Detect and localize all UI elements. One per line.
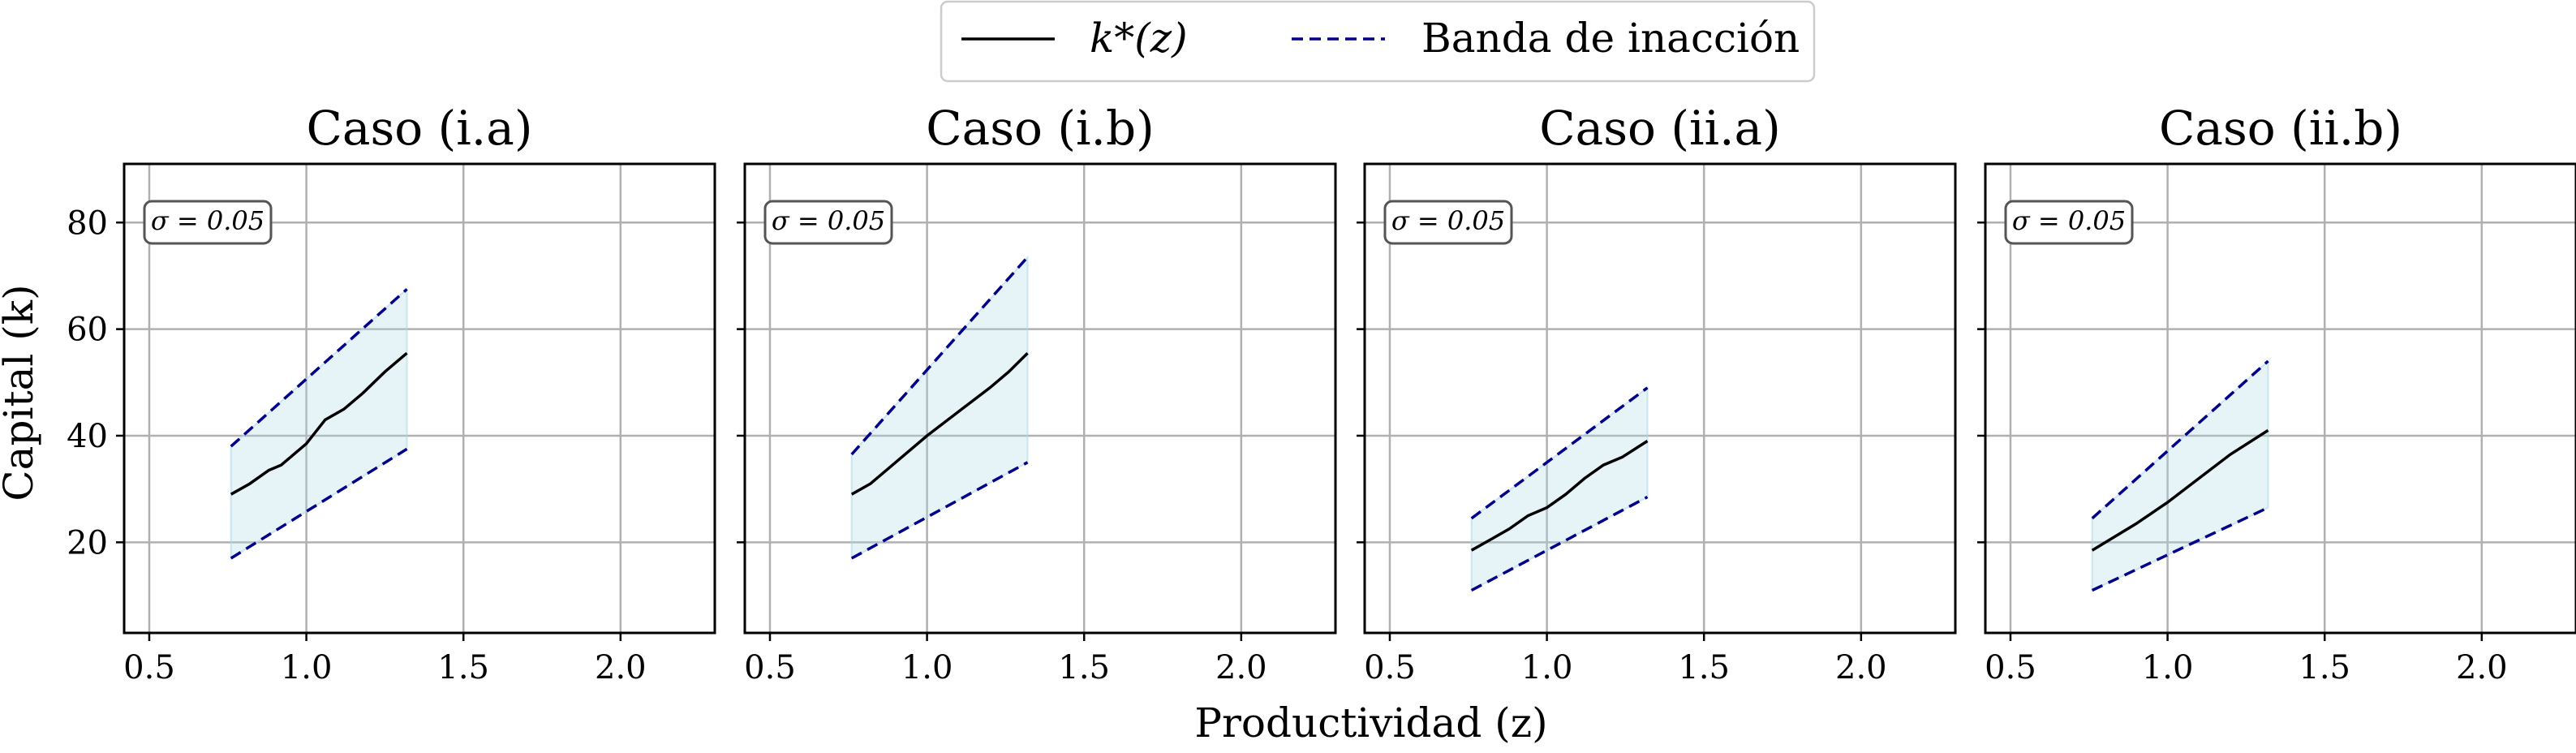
- panel-1: Caso (i.a) 0.5 1.0 1.5 2.0 20 40 60 80 σ = 0.05: [67, 101, 715, 686]
- panel-title: Caso (ii.a): [1539, 101, 1780, 156]
- x-tick-label: 0.5: [1364, 649, 1416, 686]
- x-tick-label: 1.5: [2299, 649, 2350, 686]
- sigma-annotation: σ = 0.05: [1391, 205, 1505, 236]
- inaction-band-fill: [1472, 388, 1648, 591]
- y-tick-label: 20: [67, 524, 108, 562]
- x-tick-label: 2.0: [1835, 649, 1887, 686]
- x-tick-label: 2.0: [1215, 649, 1267, 686]
- y-tick-label: 40: [67, 418, 108, 455]
- x-tick-label: 1.5: [1058, 649, 1110, 686]
- panel-2: Caso (i.b) 0.5 1.0 1.5 2.0 σ = 0.05: [737, 101, 1335, 686]
- sigma-annotation: σ = 0.05: [772, 205, 885, 236]
- x-tick-label: 1.0: [2142, 649, 2194, 686]
- panel-title: Caso (ii.b): [2159, 101, 2402, 156]
- x-tick-label: 1.5: [437, 649, 489, 686]
- x-tick-label: 1.5: [1678, 649, 1730, 686]
- legend-policy-label: k*(z): [1090, 15, 1188, 62]
- sigma-annotation: σ = 0.05: [151, 205, 264, 236]
- y-tick-label: 80: [67, 204, 108, 242]
- x-tick-label: 2.0: [595, 649, 647, 686]
- x-tick-label: 0.5: [744, 649, 796, 686]
- x-tick-label: 2.0: [2456, 649, 2508, 686]
- y-axis-label: Capital (k): [0, 284, 42, 501]
- panel-3: Caso (ii.a) 0.5 1.0 1.5 2.0 σ = 0.05: [1357, 101, 1955, 686]
- panel-4: Caso (ii.b) 0.5 1.0 1.5 2.0 σ = 0.05: [1977, 101, 2576, 686]
- x-tick-label: 1.0: [281, 649, 333, 686]
- panel-title: Caso (i.b): [926, 101, 1154, 156]
- x-tick-label: 1.0: [1521, 649, 1573, 686]
- legend-band-label: Banda de inacción: [1421, 15, 1800, 62]
- legend: k*(z) Banda de inacción: [941, 2, 1814, 81]
- x-tick-label: 1.0: [901, 649, 953, 686]
- sigma-annotation: σ = 0.05: [2012, 205, 2126, 236]
- x-axis-label: Productividad (z): [1194, 699, 1547, 747]
- x-tick-label: 0.5: [123, 649, 175, 686]
- panel-title: Caso (i.a): [307, 101, 533, 156]
- x-tick-label: 0.5: [1985, 649, 2036, 686]
- y-tick-label: 60: [67, 312, 108, 349]
- inaction-band-fill: [852, 257, 1028, 558]
- inaction-band-fill: [2092, 361, 2269, 590]
